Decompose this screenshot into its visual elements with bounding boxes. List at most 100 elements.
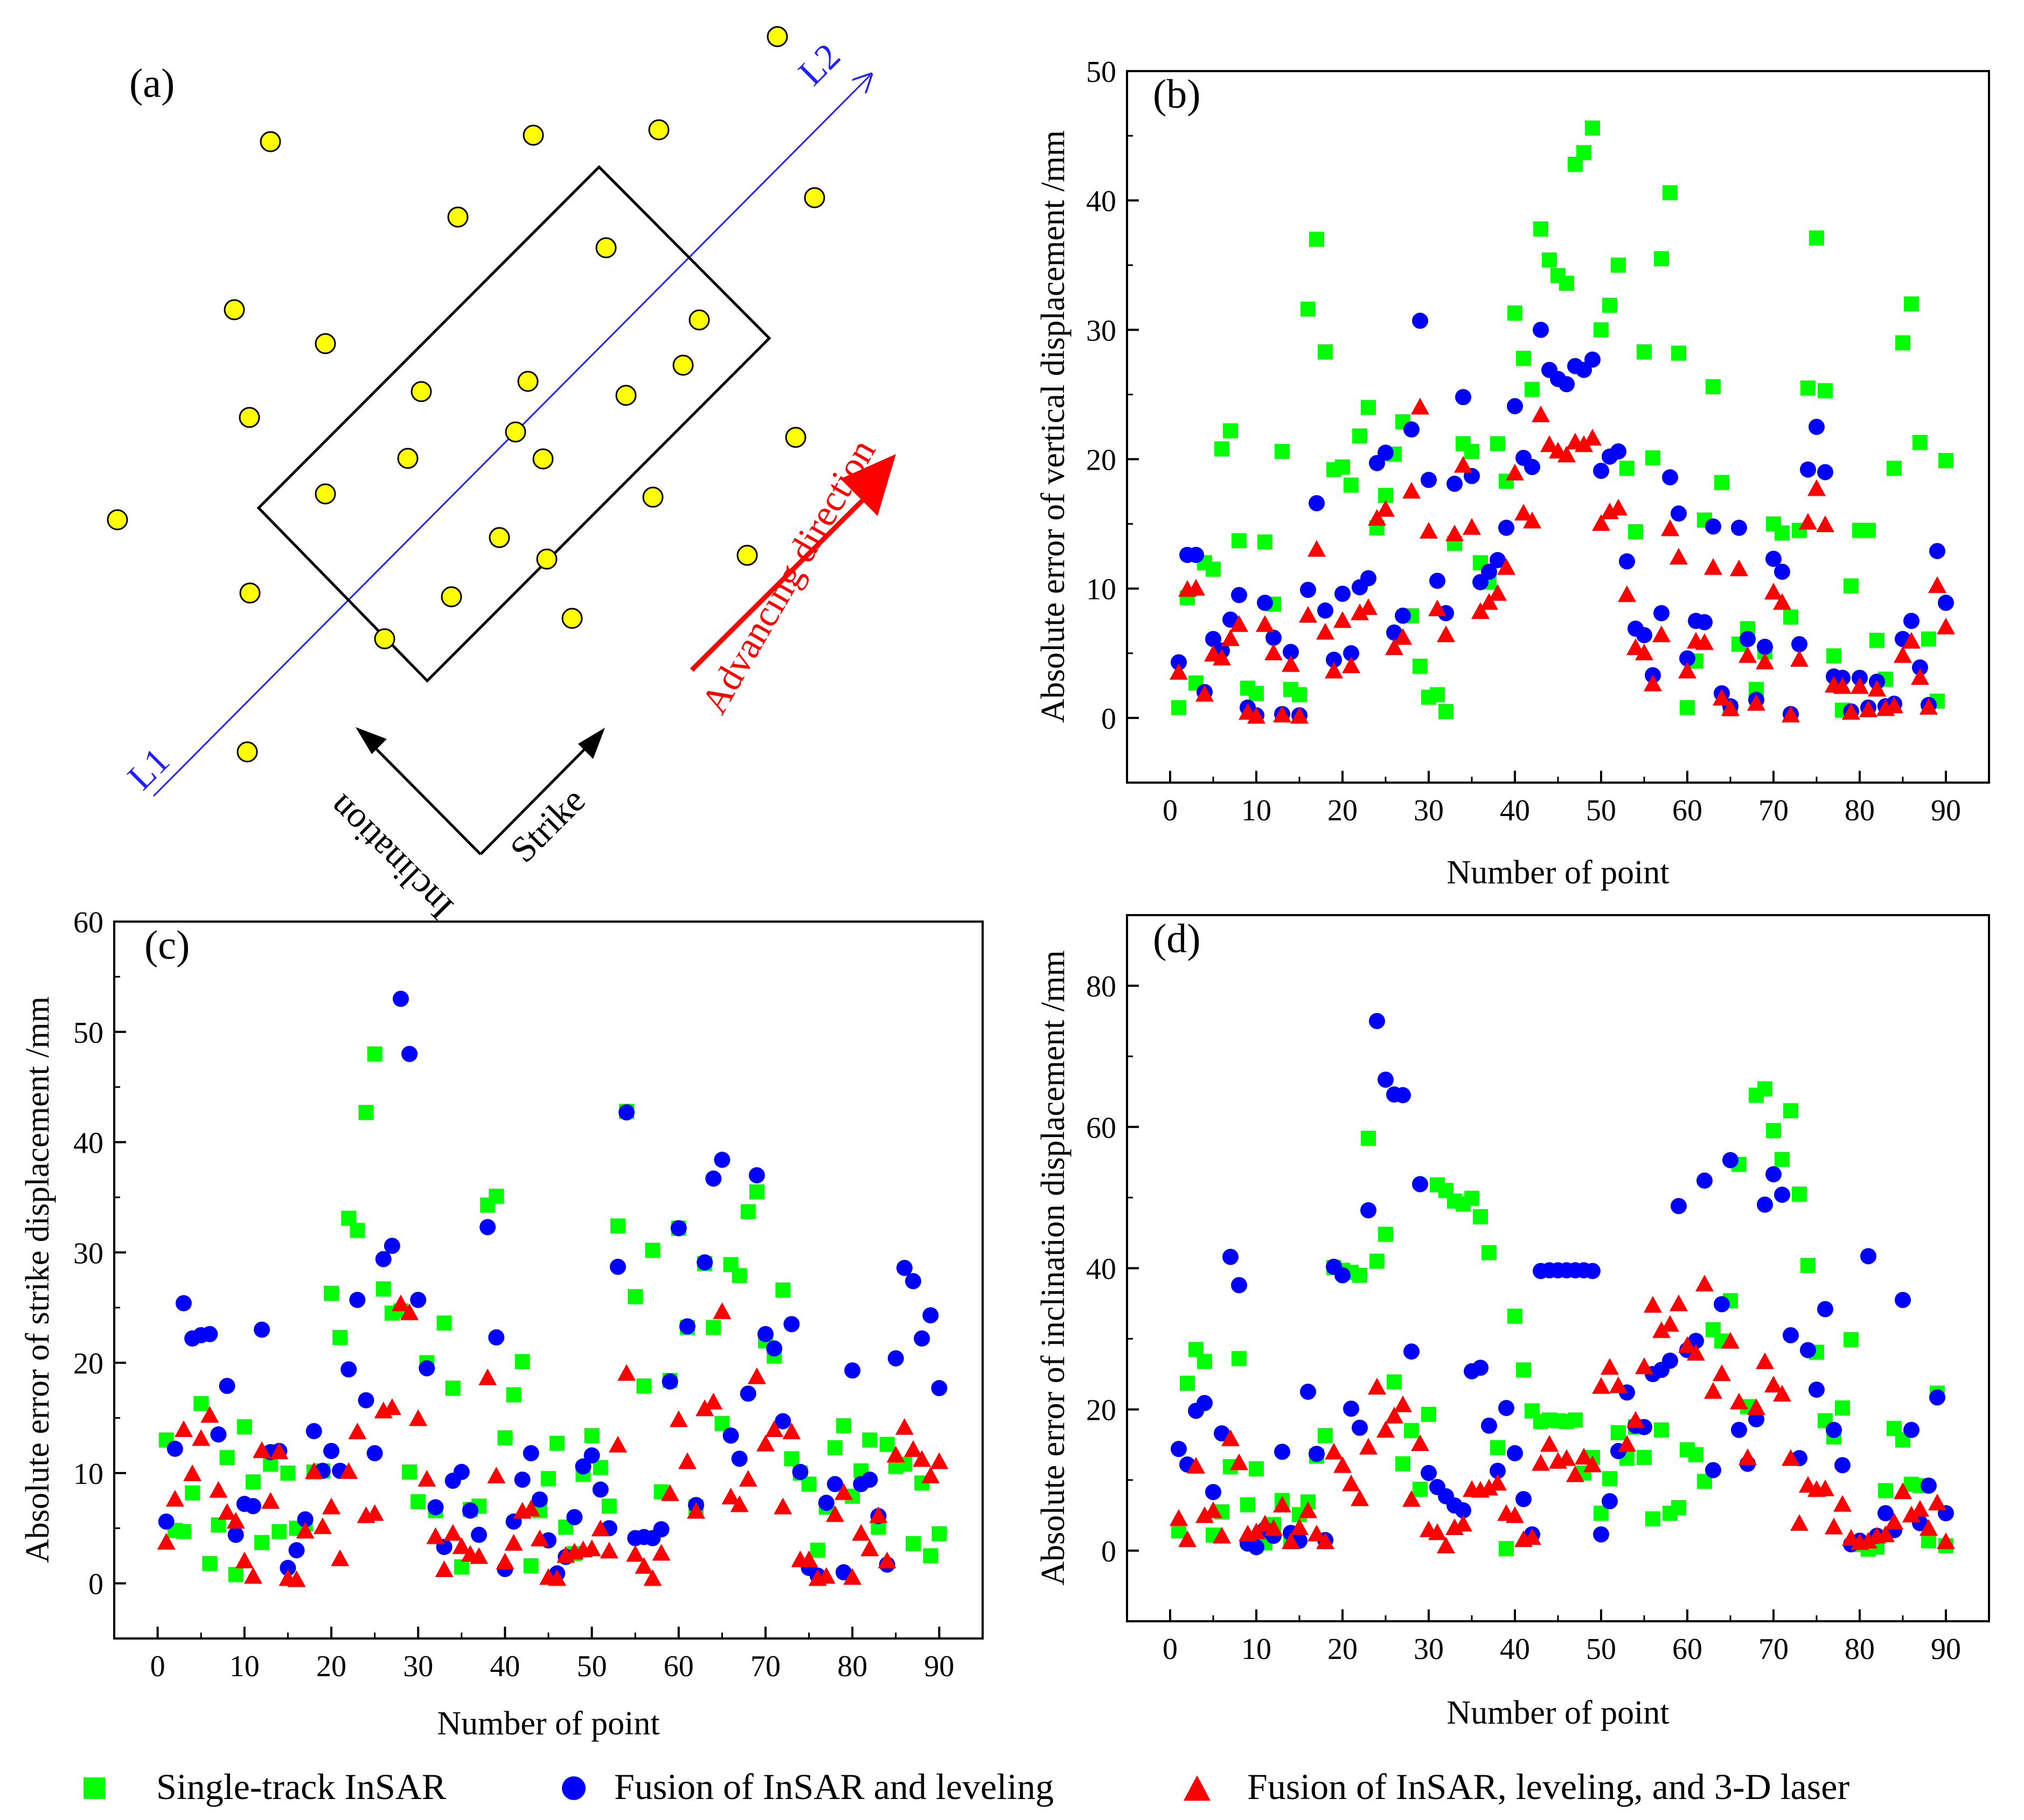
fusion-leveling-point (566, 1509, 583, 1525)
fusion-laser-point (1359, 598, 1378, 615)
fusion-laser-point (1540, 1435, 1559, 1452)
fusion-leveling-point (1490, 552, 1506, 568)
fusion-laser-point (1497, 558, 1515, 575)
fusion-leveling-point (1903, 1421, 1919, 1438)
single-track-insar-point (1835, 1400, 1850, 1416)
fusion-laser-point (1644, 674, 1662, 692)
single-track-insar-point (1938, 452, 1953, 468)
fusion-laser-point (1282, 655, 1300, 672)
fusion-leveling-point (297, 1511, 314, 1528)
fusion-leveling-point (1395, 608, 1411, 624)
fusion-leveling-point (462, 1502, 478, 1519)
fusion-laser-point (913, 1450, 931, 1467)
fusion-laser-point (226, 1511, 245, 1529)
panel-a-schematic: (a) L1 L2 Advancing direction Inclinatio… (107, 26, 896, 928)
fusion-leveling-point (826, 1476, 843, 1493)
fusion-laser-point (1678, 661, 1696, 679)
fusion-laser-point (331, 1549, 350, 1566)
fusion-laser-point (409, 1409, 428, 1426)
fusion-leveling-point (1696, 614, 1713, 631)
panel-d-chart: 0 10 20 30 40 50 60 70 80 90 0 20 40 60 80 (d) Number … (1035, 914, 1990, 1731)
fusion-laser-point (765, 1420, 784, 1437)
fusion-leveling-point (340, 1361, 357, 1378)
single-track-insar-point (445, 1380, 461, 1396)
fusion-laser-point (1342, 1474, 1360, 1491)
fusion-leveling-point (1369, 1013, 1385, 1029)
fusion-leveling-point (1283, 644, 1299, 660)
fusion-leveling-point (1334, 585, 1351, 602)
fusion-leveling-point (1783, 1327, 1799, 1344)
y-axis-label: Absolute error of strike displacement /m… (19, 996, 56, 1563)
fusion-leveling-point (1481, 563, 1497, 580)
single-track-insar-point (784, 1451, 799, 1467)
fusion-laser-point (1868, 680, 1886, 697)
fusion-laser-point (470, 1547, 489, 1564)
single-track-insar-point (1232, 533, 1247, 548)
fusion-laser-point (739, 1470, 757, 1487)
fusion-laser-point (1790, 1514, 1809, 1531)
y-tick-label: 40 (73, 1127, 103, 1160)
fusion-leveling-point (1197, 1394, 1213, 1411)
single-track-insar-point (862, 1432, 878, 1448)
fusion-leveling-point (922, 1307, 939, 1324)
fusion-laser-point (1851, 677, 1869, 694)
fusion-laser-point (1738, 646, 1757, 663)
single-track-insar-point (1757, 1081, 1772, 1097)
fusion-leveling-point (1636, 627, 1652, 644)
observation-points (107, 26, 825, 763)
fusion-laser-point (183, 1464, 202, 1481)
x-tick-label: 90 (1931, 794, 1961, 827)
legend: Single-track InSAR Fusion of InSAR and l… (84, 1766, 1849, 1807)
fusion-leveling-point (1455, 389, 1471, 406)
fusion-laser-point (165, 1489, 184, 1507)
fusion-laser-point (687, 1502, 706, 1519)
fusion-leveling-point (1877, 1505, 1894, 1522)
single-track-insar-point (1413, 1481, 1428, 1497)
fusion-leveling-point (1748, 1411, 1764, 1428)
x-tick-label: 30 (1414, 1633, 1444, 1666)
single-track-insar-point (1257, 534, 1272, 550)
fusion-leveling-point (861, 1472, 878, 1488)
fusion-laser-point (669, 1410, 688, 1427)
fusion-leveling-point (1421, 1465, 1437, 1481)
fusion-leveling-point (775, 1413, 791, 1429)
fusion-leveling-point (757, 1326, 774, 1342)
x-tick-label: 0 (1163, 794, 1178, 827)
x-tick-label: 0 (1163, 1633, 1178, 1666)
y-tick-label: 0 (1101, 1535, 1116, 1568)
fusion-leveling-point (1938, 595, 1954, 611)
single-track-insar-point (1818, 383, 1833, 399)
fusion-leveling-point (1671, 505, 1687, 522)
y-tick-label: 40 (1086, 1253, 1116, 1286)
fusion-laser-point (1937, 1532, 1955, 1550)
direction-axes (356, 727, 605, 855)
x-tick-label: 80 (837, 1650, 867, 1683)
y-tick-label: 50 (1086, 55, 1116, 89)
single-track-insar-point (176, 1524, 191, 1539)
fusion-laser-point (1842, 703, 1860, 720)
axis-ticks (1127, 70, 1947, 783)
fusion-leveling-point (1231, 1277, 1247, 1293)
fusion-leveling-point (1524, 458, 1540, 475)
fusion-laser-point (1376, 1421, 1395, 1438)
fusion-leveling-point (1809, 1381, 1825, 1398)
fusion-laser-point (660, 1484, 679, 1501)
axis-ticks (1127, 985, 1947, 1621)
single-track-insar-point (237, 1419, 252, 1434)
fusion-laser-point (600, 1542, 618, 1559)
fusion-leveling-point (1559, 376, 1575, 393)
fusion-laser-point (418, 1470, 436, 1487)
fusion-laser-point (843, 1568, 862, 1585)
fusion-leveling-point (1679, 650, 1695, 667)
single-track-insar-point (1344, 477, 1359, 493)
single-track-insar-point (1352, 428, 1367, 444)
panel-b-label: (b) (1153, 72, 1201, 117)
data-marks (1170, 120, 1955, 724)
single-track-insar-point (1292, 687, 1307, 702)
axis-ticks (114, 921, 941, 1638)
fusion-laser-point (1351, 603, 1369, 620)
single-track-insar-point (1499, 1540, 1514, 1556)
single-track-insar-point (1533, 221, 1548, 237)
fusion-laser-point (1885, 696, 1903, 714)
fusion-leveling-point (410, 1292, 427, 1308)
